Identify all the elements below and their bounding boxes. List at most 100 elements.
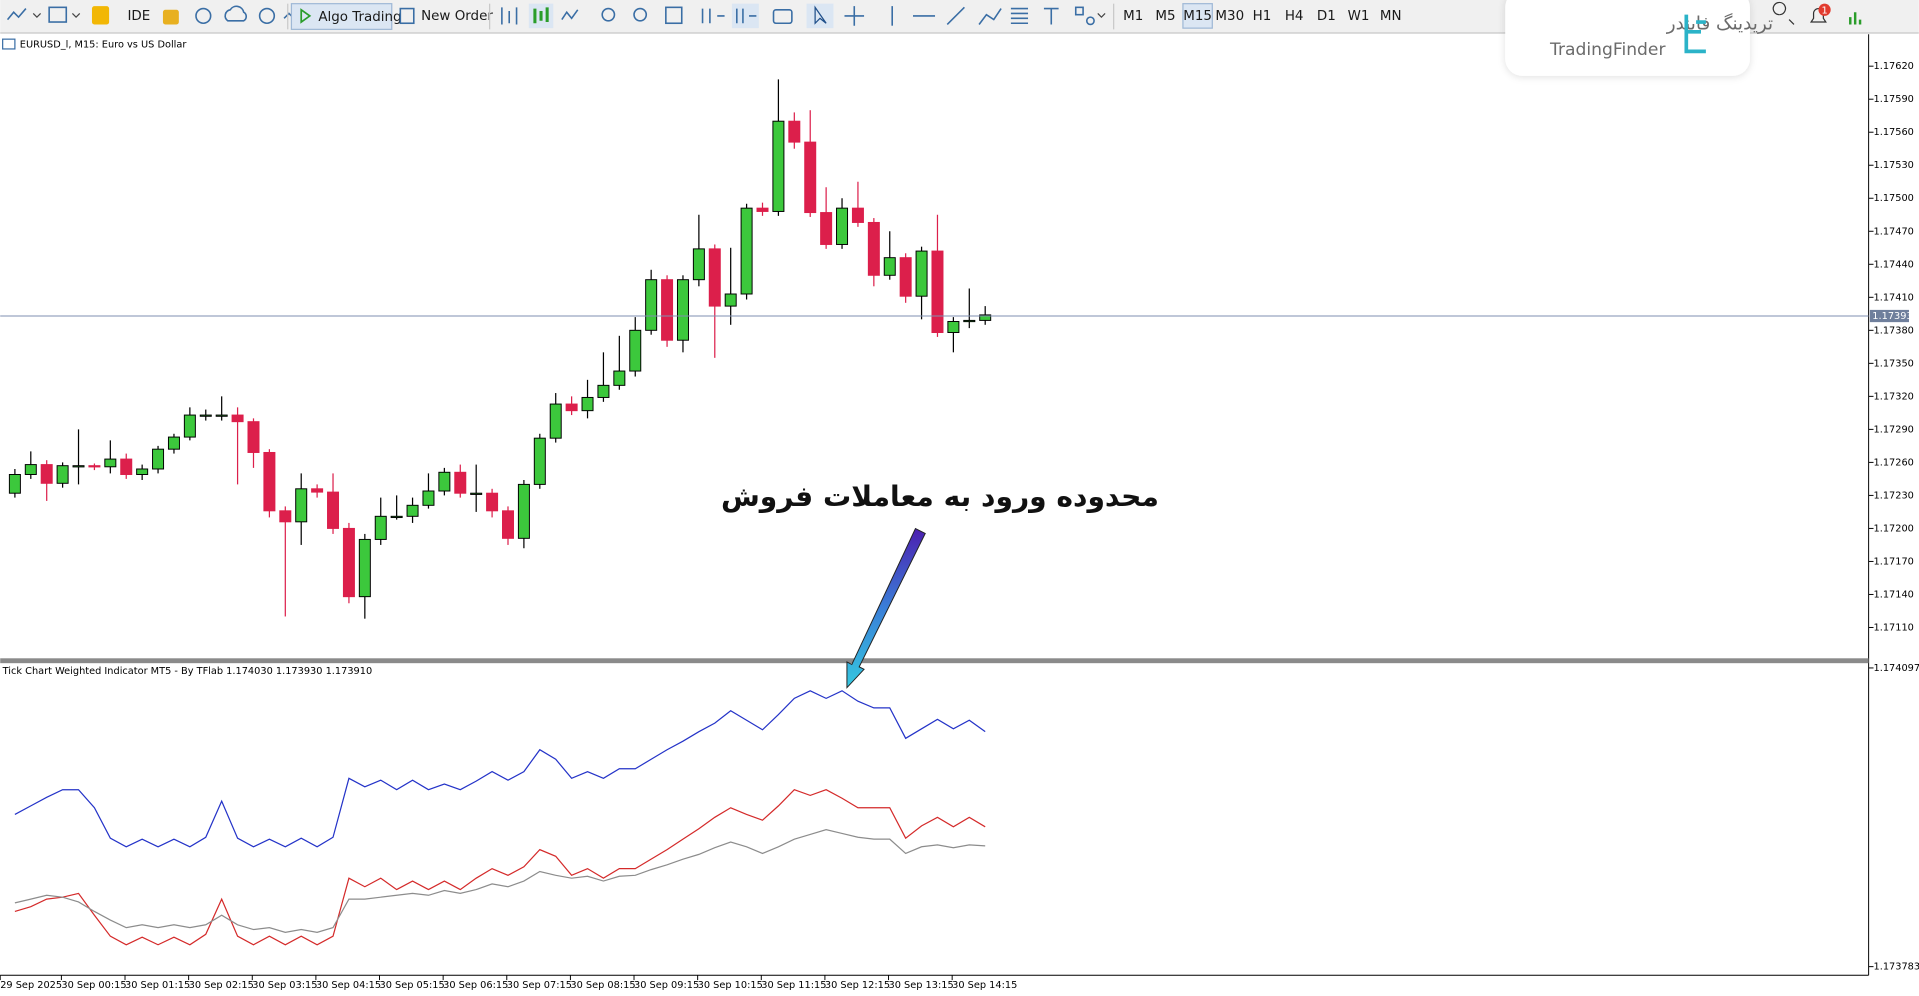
price-tick-label: 1.17170 — [1874, 556, 1914, 567]
time-label: 30 Sep 03:15 — [252, 980, 317, 991]
candle-body — [136, 468, 149, 475]
zoom-in-icon[interactable] — [601, 7, 616, 22]
cursor-active[interactable] — [806, 3, 834, 29]
chart-type-icon[interactable] — [6, 8, 27, 21]
time-label: 30 Sep 02:15 — [189, 980, 254, 991]
price-tick-label: 1.17410 — [1874, 292, 1914, 303]
candle-body — [183, 414, 196, 438]
time-label: 30 Sep 08:15 — [570, 980, 635, 991]
price-tick-label: 1.17200 — [1874, 523, 1914, 534]
time-label: 30 Sep 14:15 — [952, 980, 1017, 991]
logo-mark — [1684, 14, 1706, 54]
price-tick-label: 1.17440 — [1874, 259, 1914, 270]
candle-body — [406, 504, 419, 517]
shapes-icon-2[interactable] — [1085, 16, 1095, 26]
price-tick-label: 1.17530 — [1874, 160, 1914, 171]
timeframe-button[interactable]: M5 — [1155, 9, 1175, 24]
timeframe-button[interactable]: M1 — [1123, 9, 1143, 24]
time-label: 30 Sep 04:15 — [316, 980, 381, 991]
candle-body — [533, 437, 546, 485]
line-chart-icon[interactable] — [561, 9, 579, 21]
current-price-label: 1.17393 — [1872, 311, 1912, 322]
symbol-title: EURUSD_l, M15: Euro vs US Dollar — [20, 40, 188, 51]
price-tick-label: 1.17260 — [1874, 457, 1914, 468]
dropdown[interactable] — [71, 13, 81, 18]
price-tick-label: 1.17590 — [1874, 94, 1914, 105]
indicator-tick-label: 1.174097 — [1874, 663, 1919, 674]
logo-persian: تریدینگ فایندر — [1666, 12, 1773, 34]
price-tick-label: 1.17350 — [1874, 358, 1914, 369]
time-label: 30 Sep 10:15 — [698, 980, 763, 991]
candle-body — [215, 414, 228, 417]
candle-body — [788, 120, 801, 143]
time-label: 30 Sep 06:15 — [443, 980, 508, 991]
timeframe-button[interactable]: W1 — [1348, 9, 1370, 24]
community-icon[interactable] — [258, 7, 276, 25]
timeframe-button[interactable]: H1 — [1253, 9, 1272, 24]
tile-icon[interactable] — [665, 6, 683, 25]
shapes-icon[interactable] — [1074, 6, 1084, 16]
indicator-title: Tick Chart Weighted Indicator MT5 - By T… — [2, 666, 373, 677]
new-order-icon[interactable] — [399, 7, 415, 25]
indicator-line — [14, 690, 986, 848]
plot: 1.17620 1.17590 1.17560 1.17530 1.17500 1.174… — [0, 61, 1919, 991]
ide-label[interactable]: IDE — [127, 9, 150, 24]
time-label: 29 Sep 2025 — [0, 980, 62, 991]
candle-body — [374, 515, 387, 540]
timeframe-button[interactable]: D1 — [1317, 9, 1336, 24]
time-label: 30 Sep 01:15 — [125, 980, 190, 991]
screenshot-icon[interactable] — [772, 8, 793, 25]
candle-body — [931, 250, 944, 334]
crosshair-icon[interactable] — [844, 6, 865, 26]
candle-body — [851, 207, 864, 223]
channel-icon[interactable] — [978, 8, 1002, 25]
new-order-label[interactable]: New Order — [421, 9, 493, 24]
bars-icon[interactable] — [501, 7, 518, 25]
candles-icon — [533, 7, 549, 24]
dropdown[interactable] — [1097, 13, 1106, 18]
shop-icon[interactable] — [162, 9, 179, 25]
candle-body — [899, 257, 912, 297]
candle-body — [756, 207, 769, 212]
market-icon[interactable] — [91, 6, 110, 25]
zoom-out-icon[interactable] — [633, 7, 648, 22]
timeframe-button[interactable]: M30 — [1215, 9, 1244, 24]
notification-badge — [1818, 3, 1831, 16]
candle-body — [676, 279, 689, 341]
candle-body — [820, 212, 833, 245]
price-tick-label: 1.17470 — [1874, 226, 1914, 237]
timeframe-button[interactable]: H4 — [1285, 9, 1304, 24]
annotation: محدوده ورود به معاملات فروش — [721, 480, 1159, 513]
trendline-icon[interactable] — [946, 6, 965, 26]
text-icon[interactable] — [1043, 7, 1059, 25]
pane-separator[interactable] — [0, 658, 1869, 664]
autoscroll-icon[interactable] — [701, 8, 725, 24]
search-icon[interactable] — [1772, 1, 1795, 25]
candle-body — [979, 314, 992, 321]
candle-body — [470, 492, 483, 495]
vps-icon[interactable] — [224, 5, 248, 22]
candle-body — [199, 414, 212, 417]
candle-body — [454, 471, 467, 494]
active-timeframe — [1182, 3, 1213, 29]
logo-box — [1505, 0, 1750, 76]
candle-body — [661, 279, 674, 341]
fibo-icon[interactable] — [1010, 7, 1029, 25]
templates-icon[interactable] — [48, 6, 68, 23]
candle-body — [327, 491, 340, 529]
signal-icon[interactable] — [1849, 12, 1862, 25]
candle-body — [120, 458, 133, 475]
timeframe-button[interactable]: MN — [1380, 9, 1402, 24]
candle-body — [167, 436, 180, 450]
shift-icon — [736, 8, 757, 24]
candle-body — [279, 510, 292, 523]
signals-icon[interactable] — [195, 7, 212, 25]
timeframe-button[interactable]: M15 — [1183, 9, 1212, 24]
dropdown[interactable] — [32, 13, 42, 18]
candle-body — [836, 207, 849, 245]
candle-body — [8, 474, 21, 494]
indicator-tick-label: 1.173783 — [1874, 962, 1919, 973]
time-label: 30 Sep 00:15 — [61, 980, 126, 991]
